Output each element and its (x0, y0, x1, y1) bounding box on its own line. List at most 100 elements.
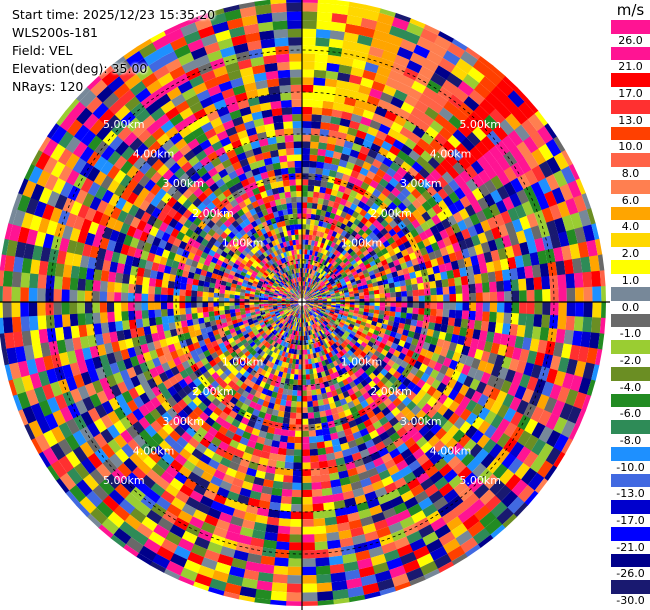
velocity-gate (430, 294, 437, 303)
velocity-gate (429, 120, 444, 134)
velocity-gate (141, 285, 149, 294)
velocity-gate (290, 406, 297, 413)
velocity-gate (320, 275, 325, 281)
velocity-gate (561, 245, 572, 261)
velocity-gate (353, 50, 369, 62)
velocity-gate (287, 436, 295, 444)
velocity-gate (311, 121, 322, 129)
velocity-gate (318, 142, 328, 150)
velocity-gate (328, 288, 334, 292)
velocity-gate (322, 494, 334, 504)
velocity-gate (496, 302, 505, 313)
velocity-gate (321, 174, 329, 182)
velocity-gate (314, 303, 319, 305)
velocity-gate (179, 295, 186, 302)
velocity-gate (541, 314, 551, 329)
velocity-gate (428, 251, 437, 261)
velocity-gate (337, 266, 343, 272)
velocity-gate (424, 144, 438, 158)
velocity-gate (305, 374, 311, 380)
velocity-gate (360, 277, 367, 283)
velocity-gate (318, 220, 324, 227)
velocity-gate (373, 285, 379, 291)
velocity-gate (359, 298, 365, 303)
velocity-gate (28, 287, 38, 302)
velocity-gate (302, 77, 314, 85)
velocity-gate (331, 274, 337, 280)
velocity-gate (301, 489, 313, 498)
velocity-gate (335, 257, 341, 263)
velocity-gate (317, 295, 322, 298)
velocity-gate (313, 518, 326, 527)
velocity-gate (366, 54, 382, 66)
velocity-gate (577, 241, 590, 259)
velocity-gate (305, 224, 311, 230)
velocity-gate (121, 282, 129, 293)
velocity-gate (382, 240, 391, 248)
velocity-gate (106, 291, 115, 302)
velocity-gate (348, 1, 366, 10)
velocity-gate (412, 144, 425, 156)
velocity-gate (335, 264, 342, 270)
velocity-gate (302, 127, 312, 135)
velocity-gate (466, 131, 481, 147)
velocity-gate (488, 203, 501, 217)
velocity-gate (289, 526, 302, 535)
velocity-gate (313, 298, 319, 301)
velocity-gate (399, 177, 410, 188)
velocity-gate (378, 243, 386, 251)
velocity-gate (11, 301, 21, 318)
velocity-gate (373, 309, 380, 315)
velocity-gate (468, 310, 476, 321)
velocity-gate (339, 56, 354, 67)
velocity-gate (369, 298, 375, 303)
velocity-gate (354, 304, 360, 309)
velocity-gate (308, 254, 312, 260)
velocity-gate (411, 80, 427, 94)
velocity-gate (312, 406, 320, 413)
velocity-gate (423, 314, 431, 323)
velocity-gate (332, 268, 338, 274)
velocity-gate (523, 136, 539, 154)
velocity-gate (343, 289, 349, 294)
velocity-gate (442, 207, 453, 219)
velocity-gate (453, 174, 466, 188)
velocity-gate (332, 261, 338, 267)
velocity-gate (379, 306, 386, 311)
velocity-gate (557, 201, 571, 218)
velocity-gate (11, 316, 22, 333)
velocity-gate (370, 242, 379, 250)
velocity-gate (395, 296, 402, 303)
velocity-gate (413, 44, 431, 59)
velocity-gate (363, 291, 370, 296)
velocity-gate (99, 280, 108, 292)
velocity-gate (414, 100, 429, 114)
velocity-gate (85, 312, 94, 325)
velocity-gate (422, 253, 431, 263)
velocity-gate (379, 92, 394, 104)
velocity-gate (345, 280, 352, 285)
velocity-gate (141, 293, 149, 302)
velocity-gate (293, 462, 302, 470)
velocity-gate (314, 281, 318, 286)
velocity-gate (325, 250, 331, 257)
velocity-gate (335, 294, 340, 297)
velocity-gate (2, 316, 14, 334)
velocity-gate (302, 294, 305, 299)
velocity-gate (521, 119, 538, 137)
velocity-gate (317, 296, 323, 299)
velocity-gate (452, 87, 469, 103)
velocity-gate (185, 301, 192, 309)
velocity-gate (458, 239, 468, 251)
velocity-gate (475, 210, 487, 223)
velocity-gate (353, 290, 359, 294)
velocity-gate (185, 283, 193, 291)
velocity-gate (280, 496, 292, 505)
velocity-gate (92, 279, 101, 292)
velocity-gate (330, 281, 336, 286)
velocity-gate (517, 157, 532, 174)
velocity-gate (465, 165, 478, 179)
velocity-gate (180, 320, 188, 328)
velocity-gate (416, 205, 427, 216)
velocity-gate (114, 282, 122, 293)
